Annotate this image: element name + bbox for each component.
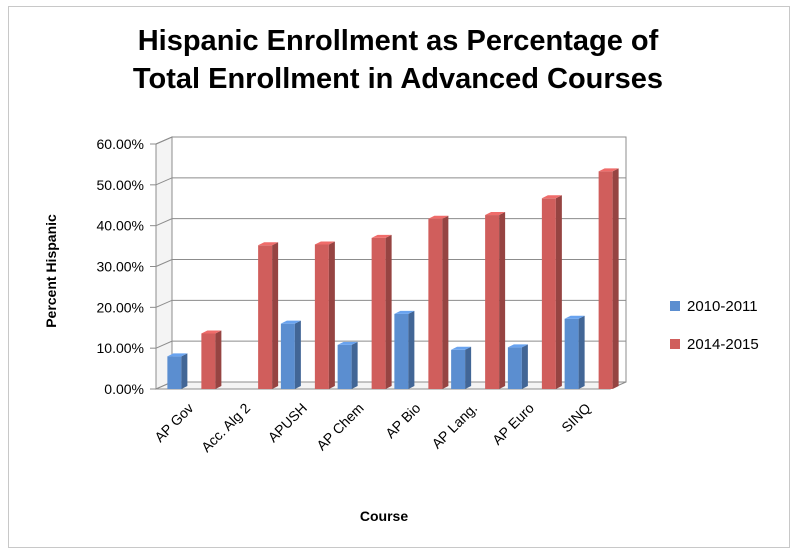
bar-2010-2011-AP Lang. bbox=[451, 346, 472, 389]
bar-2010-2011-AP Chem bbox=[337, 341, 358, 389]
bar-2010-2011-APUSH bbox=[280, 320, 301, 389]
bar-front bbox=[485, 215, 500, 389]
bar-side bbox=[612, 168, 619, 389]
y-tick-label: 60.00% bbox=[97, 136, 144, 152]
gridline bbox=[155, 259, 626, 267]
gridline bbox=[155, 340, 626, 349]
legend-swatch bbox=[670, 301, 680, 311]
gridline bbox=[155, 136, 626, 145]
x-tick-label: SINQ bbox=[558, 400, 594, 436]
bar-side bbox=[215, 330, 222, 389]
x-tick-label: APUSH bbox=[265, 400, 310, 445]
bar-top bbox=[258, 242, 279, 246]
legend-label: 2010-2011 bbox=[687, 298, 758, 315]
bar-top bbox=[451, 346, 472, 350]
bar-side bbox=[578, 315, 585, 389]
bar-top bbox=[280, 320, 301, 324]
chart-title-line-1: Hispanic Enrollment as Percentage of bbox=[137, 25, 659, 57]
bar-top bbox=[394, 310, 415, 314]
bar-top bbox=[337, 341, 358, 345]
legend-swatch bbox=[670, 339, 680, 349]
bar-front bbox=[598, 171, 613, 389]
bar-top bbox=[598, 168, 619, 172]
x-tick-label: Acc. Alg 2 bbox=[198, 400, 253, 455]
bar-front bbox=[258, 245, 273, 389]
y-axis-title: Percent Hispanic bbox=[43, 214, 59, 328]
bar-top bbox=[541, 195, 562, 199]
bar-2014-2015-AP Lang. bbox=[485, 212, 506, 389]
bar-front bbox=[314, 244, 329, 389]
bar-2010-2011-AP Gov bbox=[167, 353, 188, 389]
bar-front bbox=[280, 323, 295, 389]
x-tick-label: AP Gov bbox=[151, 400, 196, 445]
y-tick-label: 30.00% bbox=[97, 259, 144, 275]
bar-2010-2011-SINQ bbox=[564, 315, 585, 389]
bar-side bbox=[465, 346, 472, 389]
gridline bbox=[155, 218, 626, 227]
bar-side bbox=[499, 212, 506, 389]
bar-top bbox=[201, 330, 222, 334]
bar-front bbox=[541, 198, 556, 389]
bar-2014-2015-AP Euro bbox=[541, 195, 562, 389]
bar-front bbox=[451, 349, 466, 389]
bar-2014-2015-SINQ bbox=[598, 168, 619, 389]
bar-side bbox=[555, 195, 562, 389]
chart-title-line-2: Total Enrollment in Advanced Courses bbox=[132, 63, 664, 95]
bar-side bbox=[442, 215, 449, 389]
bar-top bbox=[507, 344, 528, 348]
bar-side bbox=[272, 242, 279, 389]
x-tick-label: AP Bio bbox=[382, 400, 424, 442]
y-tick-label: 10.00% bbox=[97, 340, 144, 356]
bar-2014-2015-AP Gov bbox=[201, 330, 222, 389]
bar-front bbox=[394, 313, 409, 389]
bar-top bbox=[371, 234, 392, 238]
bar-side bbox=[181, 353, 188, 389]
bar-2010-2011-AP Euro bbox=[507, 344, 528, 389]
bar-top bbox=[314, 241, 335, 245]
bar-side bbox=[294, 320, 301, 389]
bar-front bbox=[371, 237, 386, 389]
y-tick-label: 0.00% bbox=[104, 381, 144, 397]
bar-2014-2015-AP Chem bbox=[371, 234, 392, 389]
legend-label: 2014-2015 bbox=[687, 336, 759, 353]
y-tick-label: 20.00% bbox=[97, 299, 144, 315]
bar-top bbox=[564, 315, 585, 319]
bar-top bbox=[485, 212, 506, 216]
bar-front bbox=[167, 356, 182, 389]
y-tick-label: 40.00% bbox=[97, 218, 144, 234]
gridline bbox=[155, 177, 626, 186]
bar-top bbox=[167, 353, 188, 357]
bar-front bbox=[507, 347, 522, 389]
bar-side bbox=[351, 341, 358, 389]
bars-layer bbox=[167, 168, 619, 389]
bar-side bbox=[408, 310, 415, 389]
bar-2014-2015-Acc. Alg 2 bbox=[258, 242, 279, 389]
bar-front bbox=[201, 333, 216, 389]
y-tick-label: 50.00% bbox=[97, 177, 144, 193]
bar-top bbox=[428, 215, 449, 219]
x-tick-label: AP Chem bbox=[313, 400, 367, 454]
bar-2010-2011-AP Bio bbox=[394, 310, 415, 389]
gridline bbox=[155, 299, 626, 308]
bar-front bbox=[428, 218, 443, 389]
legend: 2010-2011 2014-2015 bbox=[670, 298, 759, 353]
x-tick-label: AP Lang. bbox=[428, 400, 480, 452]
bar-side bbox=[521, 344, 528, 389]
bar-2014-2015-AP Bio bbox=[428, 215, 449, 389]
bar-front bbox=[564, 318, 579, 389]
bar-front bbox=[337, 344, 352, 389]
bar-2014-2015-APUSH bbox=[314, 241, 335, 389]
chart-title: Hispanic Enrollment as Percentage of Tot… bbox=[0, 22, 796, 98]
bar-side bbox=[328, 241, 335, 389]
x-axis-title: Course bbox=[360, 508, 408, 524]
x-tick-label: AP Euro bbox=[489, 400, 537, 448]
bar-side bbox=[385, 234, 392, 389]
